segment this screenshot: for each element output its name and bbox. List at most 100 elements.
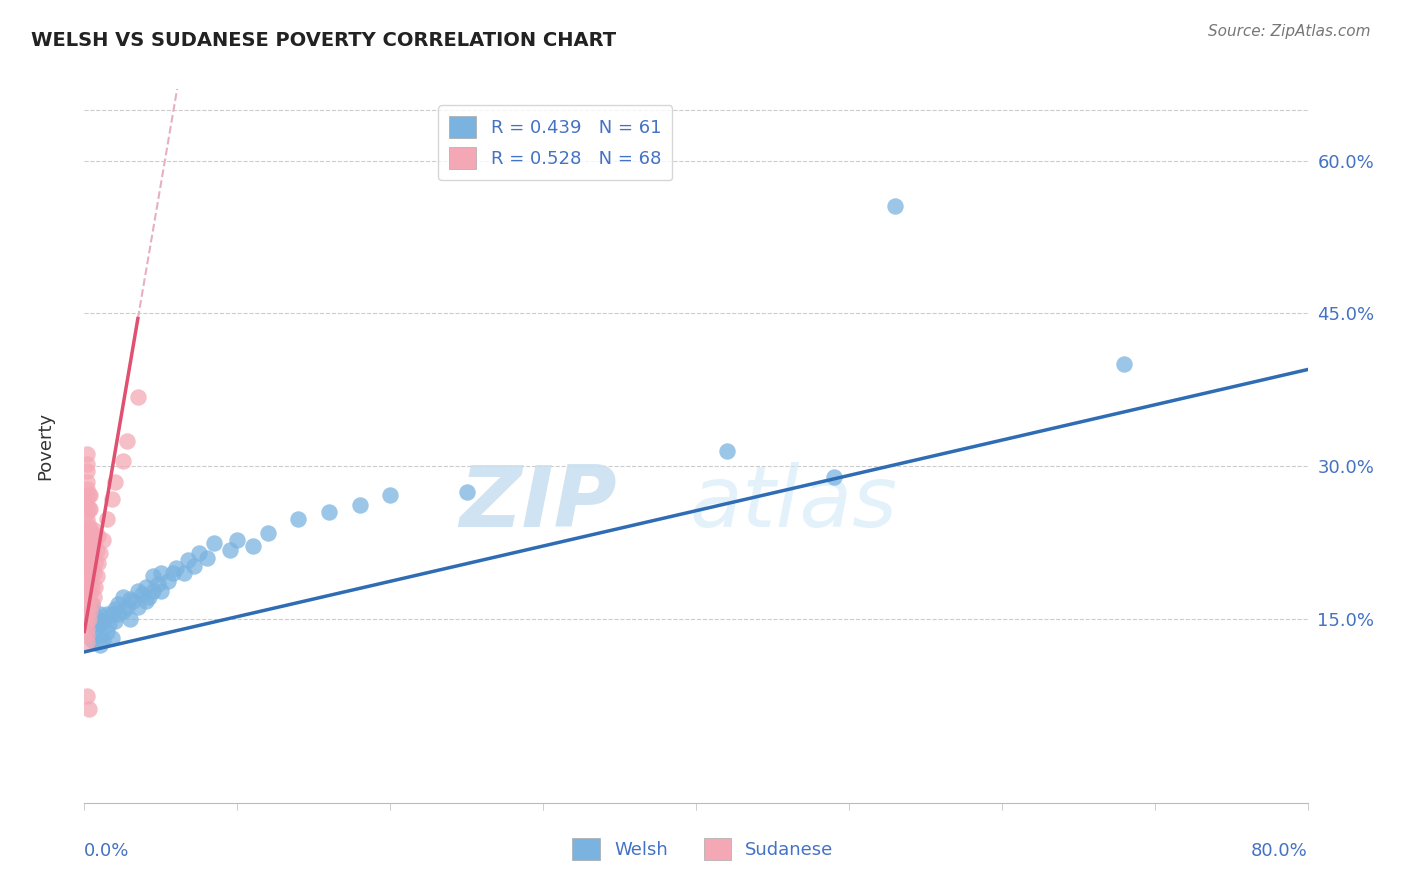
Point (104, 615, 127, 629)
Point (188, 546, 211, 560)
Point (77, 702, 100, 716)
Point (76, 580, 98, 594)
Point (89, 627, 111, 641)
Point (218, 543, 240, 558)
Point (456, 484, 478, 499)
Point (149, 566, 172, 581)
Point (104, 602, 127, 616)
Point (91, 632, 114, 647)
Point (79, 502, 101, 516)
Point (83, 566, 105, 581)
Point (80, 632, 103, 647)
Point (76, 574, 98, 588)
Point (89, 617, 111, 632)
Point (76, 627, 98, 641)
Point (80, 607, 103, 622)
Point (76, 587, 98, 601)
Point (84, 556, 107, 570)
Text: WELSH VS SUDANESE POVERTY CORRELATION CHART: WELSH VS SUDANESE POVERTY CORRELATION CH… (31, 31, 616, 50)
Point (76, 551, 98, 566)
Point (79, 539, 101, 553)
Point (76, 520, 98, 534)
Point (135, 594, 157, 608)
Point (83, 546, 105, 560)
Point (77, 612, 100, 626)
Text: ZIP: ZIP (458, 461, 616, 545)
Point (84, 533, 107, 547)
Point (97, 617, 120, 632)
Point (96, 624, 118, 639)
Point (76, 559, 98, 574)
Point (122, 594, 145, 608)
Point (165, 561, 187, 575)
Point (79, 587, 101, 601)
Point (80, 525, 103, 540)
Point (127, 600, 149, 615)
Point (173, 566, 195, 581)
Point (76, 634, 98, 648)
Point (257, 525, 280, 540)
Point (76, 536, 98, 550)
Point (84, 580, 107, 594)
Point (131, 587, 153, 601)
Point (76, 482, 98, 496)
Point (80, 597, 103, 611)
Point (111, 590, 134, 604)
Point (77, 488, 100, 502)
Point (76, 447, 98, 461)
Point (146, 576, 169, 591)
Point (120, 591, 142, 606)
Point (76, 490, 98, 504)
Point (76, 458, 98, 472)
Point (104, 475, 127, 489)
Point (101, 607, 124, 622)
Point (77, 518, 100, 533)
Point (135, 580, 157, 594)
Point (149, 583, 172, 598)
Point (76, 543, 98, 558)
Point (120, 612, 142, 626)
Point (80, 597, 103, 611)
Point (80, 561, 103, 575)
Point (226, 533, 249, 547)
Point (202, 536, 225, 550)
Point (83, 523, 105, 537)
Legend: R = 0.439   N = 61, R = 0.528   N = 68: R = 0.439 N = 61, R = 0.528 N = 68 (439, 105, 672, 180)
Text: 80.0%: 80.0% (1251, 842, 1308, 860)
Point (127, 390, 149, 404)
Point (1114, 358, 1136, 372)
Point (86, 569, 108, 583)
Point (76, 623, 98, 637)
Point (76, 529, 98, 543)
Point (138, 590, 160, 604)
Point (77, 533, 100, 547)
Point (76, 602, 98, 616)
Point (96, 512, 118, 526)
Point (89, 546, 111, 560)
Point (76, 607, 98, 622)
Point (883, 199, 905, 213)
Point (87, 529, 110, 543)
Point (89, 607, 111, 622)
Point (76, 615, 98, 629)
Point (86, 543, 108, 558)
Point (115, 600, 138, 615)
Point (162, 566, 184, 581)
Point (76, 512, 98, 526)
Point (287, 512, 309, 526)
Point (80, 580, 103, 594)
Point (101, 631, 124, 645)
Point (111, 454, 134, 468)
Point (76, 465, 98, 479)
Point (80, 602, 103, 616)
Point (83, 590, 105, 604)
Point (76, 475, 98, 489)
Point (96, 607, 118, 622)
Point (87, 556, 110, 570)
Point (101, 491, 124, 506)
Point (183, 559, 205, 574)
Point (142, 569, 165, 583)
Point (115, 434, 138, 448)
Point (177, 553, 200, 567)
Point (716, 444, 738, 458)
